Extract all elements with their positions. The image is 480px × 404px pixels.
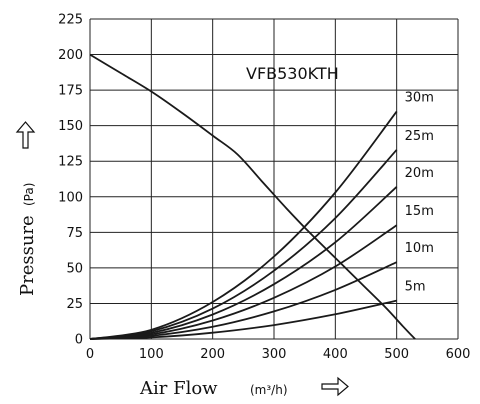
y-tick-label: 150 — [58, 119, 83, 134]
y-tick-label: 100 — [58, 190, 83, 205]
x-tick-label: 400 — [323, 347, 348, 362]
chart-grid — [89, 18, 459, 340]
y-axis-arrow-icon — [15, 121, 36, 149]
x-tick-labels: 0 100 200 300 400 500 600 — [86, 347, 471, 362]
series-label-10m: 10m — [405, 241, 434, 256]
y-tick-label: 50 — [66, 261, 83, 276]
series-label-5m: 5m — [405, 280, 426, 295]
x-tick-label: 500 — [384, 347, 409, 362]
y-tick-label: 125 — [58, 155, 83, 170]
chart-title: VFB530KTH — [246, 64, 339, 83]
x-axis-unit: (m³/h) — [250, 383, 288, 397]
x-tick-label: 300 — [262, 347, 287, 362]
curve-labels: 30m 25m 20m 15m 10m 5m — [405, 90, 434, 294]
x-axis-arrow-icon — [321, 376, 349, 397]
y-tick-labels: 0 25 50 75 100 125 150 175 200 225 — [58, 13, 83, 348]
series-label-30m: 30m — [405, 90, 434, 105]
y-axis-unit: (Pa) — [22, 183, 36, 206]
system-curve-30m — [89, 110, 398, 340]
y-tick-label: 25 — [66, 297, 83, 312]
curves — [89, 53, 416, 340]
series-label-15m: 15m — [405, 204, 434, 219]
system-curve-10m — [89, 261, 398, 340]
x-tick-label: 100 — [139, 347, 164, 362]
system-curve-20m — [89, 186, 398, 340]
series-label-25m: 25m — [405, 129, 434, 144]
x-tick-label: 600 — [446, 347, 471, 362]
x-tick-label: 0 — [86, 347, 94, 362]
y-tick-label: 75 — [66, 226, 83, 241]
system-curve-25m — [89, 149, 398, 340]
y-tick-label: 225 — [58, 13, 83, 28]
x-tick-label: 200 — [200, 347, 225, 362]
y-axis-title: Pressure — [17, 215, 38, 296]
y-tick-label: 0 — [75, 333, 83, 348]
system-curve-15m — [89, 224, 398, 340]
system-curve-5m — [89, 299, 397, 340]
y-tick-label: 200 — [58, 48, 83, 63]
y-tick-label: 175 — [58, 84, 83, 99]
series-label-20m: 20m — [405, 166, 434, 181]
x-axis-title: Air Flow — [139, 378, 218, 399]
